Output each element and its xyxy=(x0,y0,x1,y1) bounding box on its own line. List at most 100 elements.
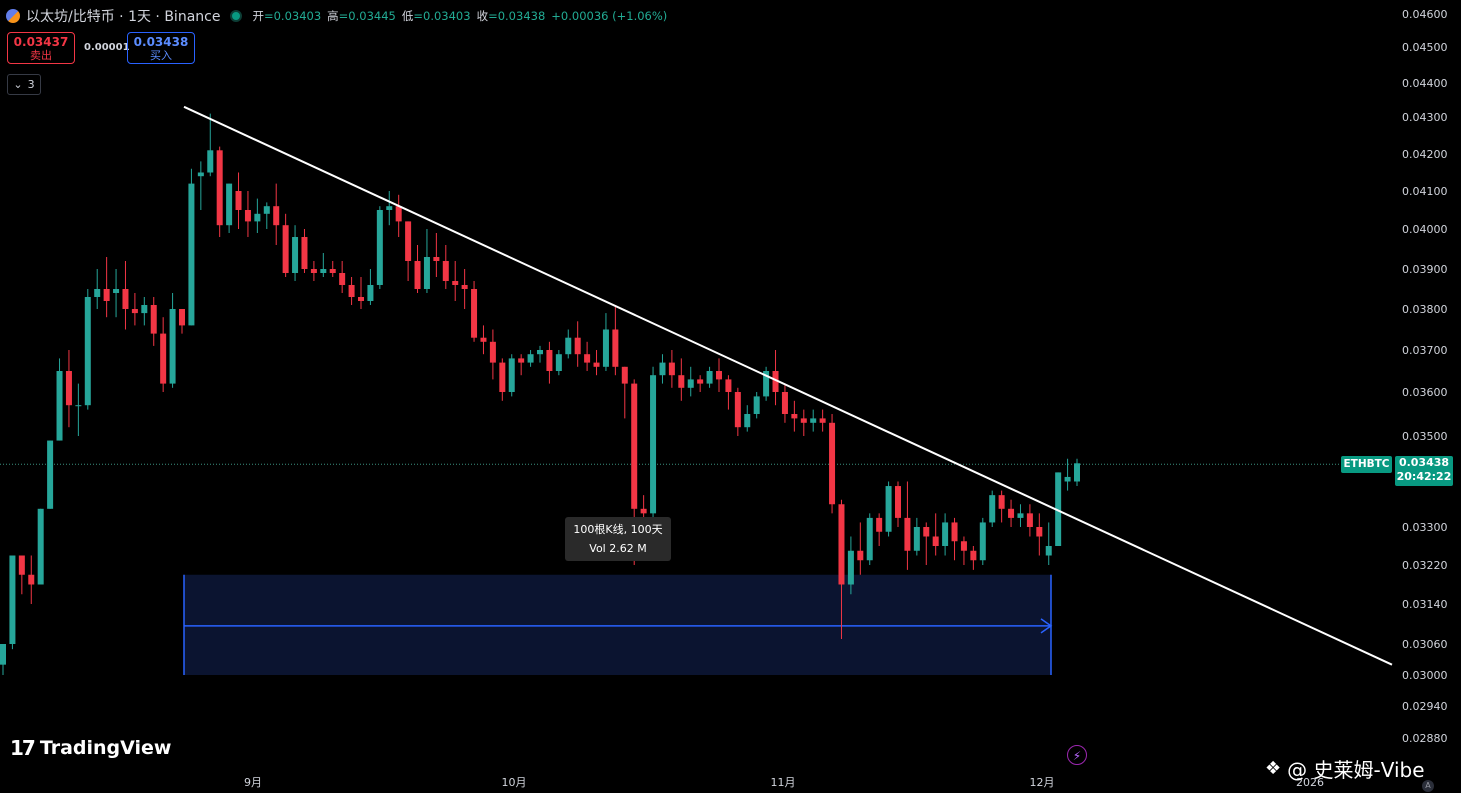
candle-down xyxy=(179,309,185,326)
candle-down xyxy=(471,289,478,338)
y-tick-label: 0.03600 xyxy=(1402,386,1448,399)
y-tick-label: 0.04500 xyxy=(1402,41,1448,54)
candle-up xyxy=(0,644,6,665)
candle-up xyxy=(1055,472,1062,546)
y-tick-label: 0.02940 xyxy=(1402,700,1448,713)
candle-up xyxy=(989,495,996,523)
candle-up xyxy=(1064,476,1071,482)
candle-down xyxy=(1008,508,1015,518)
candle-up xyxy=(706,371,713,384)
range-arrow-head xyxy=(1040,618,1053,634)
candle-up xyxy=(942,522,949,546)
y-tick-label: 0.04000 xyxy=(1402,223,1448,236)
market-status-icon xyxy=(230,10,243,22)
candle-up xyxy=(113,289,120,293)
candle-down xyxy=(395,206,402,222)
chevron-down-icon: ⌄ xyxy=(13,78,23,91)
candle-up xyxy=(226,183,233,226)
candle-up xyxy=(423,257,430,289)
buy-price: 0.03438 xyxy=(133,35,189,49)
candle-down xyxy=(461,285,468,289)
candle-up xyxy=(197,172,204,177)
y-tick-label: 0.03700 xyxy=(1402,344,1448,357)
y-tick-label: 0.03060 xyxy=(1402,638,1448,651)
candle-down xyxy=(216,150,223,226)
candle-up xyxy=(254,213,261,222)
candle-up xyxy=(650,375,657,514)
candle-down xyxy=(932,536,939,546)
range-volume-label: Vol 2.62 M xyxy=(589,542,647,555)
x-tick-label: 11月 xyxy=(771,776,796,789)
candle-up xyxy=(37,508,44,585)
candle-down xyxy=(895,486,901,518)
y-tick-label: 0.04300 xyxy=(1402,111,1448,124)
candle-down xyxy=(499,362,506,392)
candle-down xyxy=(282,225,289,273)
candle-up xyxy=(1017,513,1024,518)
candle-up xyxy=(188,183,195,326)
y-tick-label: 0.03140 xyxy=(1402,598,1448,611)
candle-down xyxy=(612,329,619,367)
candle-up xyxy=(56,371,63,441)
sell-label: 卖出 xyxy=(30,49,52,62)
candle-up xyxy=(376,210,383,285)
candle-down xyxy=(923,527,930,537)
candle-down xyxy=(998,495,1005,509)
candle-up xyxy=(207,150,214,173)
x-tick-label: 2026 xyxy=(1296,776,1324,789)
candle-down xyxy=(160,333,167,384)
candle-up xyxy=(47,440,54,509)
candle-down xyxy=(640,508,647,514)
diamond-logo-icon: ❖ xyxy=(1265,758,1282,779)
candle-down xyxy=(838,504,845,585)
auto-scale-badge[interactable]: A xyxy=(1422,780,1434,792)
candle-down xyxy=(876,517,883,532)
spread-value: 0.00001 xyxy=(84,42,130,53)
candle-up xyxy=(94,289,101,297)
candle-down xyxy=(18,555,25,575)
candle-down xyxy=(734,392,741,428)
candle-down xyxy=(65,371,72,406)
candle-down xyxy=(829,422,836,505)
symbol-header: 以太坊/比特币 · 1天 · Binance 开=0.03403 高=0.034… xyxy=(6,6,667,26)
candle-down xyxy=(546,350,553,371)
candle-down xyxy=(960,541,967,551)
candle-up xyxy=(565,337,572,355)
candle-down xyxy=(405,221,412,261)
candle-up xyxy=(659,362,666,376)
sell-button[interactable]: 0.03437 卖出 xyxy=(7,32,75,64)
indicators-toggle-button[interactable]: ⌄ 3 xyxy=(7,74,41,95)
candle-down xyxy=(518,358,525,363)
candle-up xyxy=(75,405,82,407)
candle-down xyxy=(433,257,440,261)
x-tick-label: 9月 xyxy=(244,776,262,789)
tradingview-logo[interactable]: 17 TradingView xyxy=(10,736,171,760)
symbol-title[interactable]: 以太坊/比特币 · 1天 · Binance xyxy=(26,9,221,25)
candle-down xyxy=(791,414,798,419)
candle-down xyxy=(1026,513,1033,527)
indicator-count: 3 xyxy=(27,78,35,91)
y-tick-label: 0.03300 xyxy=(1402,521,1448,534)
candle-down xyxy=(631,383,638,509)
candle-up xyxy=(810,418,817,423)
candle-down xyxy=(781,392,788,414)
candle-up xyxy=(527,354,534,363)
y-tick-label: 0.02880 xyxy=(1402,732,1448,745)
candle-down xyxy=(716,371,722,380)
candle-down xyxy=(480,337,487,342)
candle-up xyxy=(386,206,393,210)
x-tick-label: 10月 xyxy=(502,776,527,789)
ohlc-close: 收=0.03438 xyxy=(476,9,546,23)
buy-button[interactable]: 0.03438 买入 xyxy=(127,32,195,64)
buy-label: 买入 xyxy=(150,49,172,62)
candle-up xyxy=(1074,463,1080,482)
y-tick-label: 0.04400 xyxy=(1402,77,1448,90)
candle-up xyxy=(866,517,873,561)
candle-up xyxy=(292,237,299,273)
ethbtc-coin-icon xyxy=(6,9,20,23)
date-range-box xyxy=(184,574,1051,675)
lightning-icon[interactable]: ⚡ xyxy=(1067,745,1087,765)
ohlc-low: 低=0.03403 xyxy=(401,9,471,23)
candle-down xyxy=(131,309,138,314)
